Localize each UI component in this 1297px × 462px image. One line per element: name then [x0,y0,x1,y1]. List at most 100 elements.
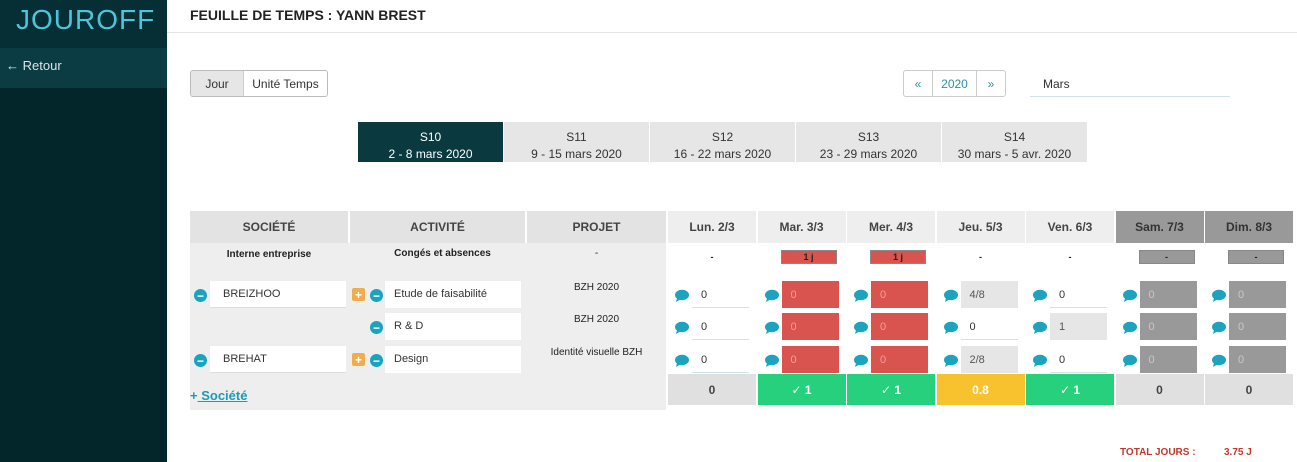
comment-icon[interactable] [1211,321,1227,335]
absence-activity: Congés et absences [394,248,491,259]
absence-day: 1 j [870,250,926,264]
month-select[interactable]: Mars [1030,72,1230,97]
comment-icon[interactable] [1211,354,1227,368]
comment-icon[interactable] [764,289,780,303]
day-input[interactable]: 0 [1050,281,1107,308]
comment-icon[interactable] [674,321,690,335]
day-input[interactable]: 0 [960,313,1018,340]
day-input[interactable]: 0 [1229,346,1286,373]
day-input[interactable]: 0 [1050,346,1107,373]
next-year[interactable]: » [987,76,995,91]
column-header: SOCIÉTÉ [190,211,348,243]
company-input[interactable]: BREIZHOO [210,281,346,308]
day-input[interactable]: 0 [781,313,839,340]
comment-icon[interactable] [853,354,869,368]
week-label: S10 [419,130,442,144]
comment-icon[interactable] [1032,289,1048,303]
week-tab[interactable]: S10 2 - 8 mars 2020 [358,122,503,162]
day-input[interactable]: 0 [692,313,749,340]
activity-input[interactable]: Design [385,346,521,373]
comment-glyph [1122,321,1137,334]
day-input[interactable]: 0 [1139,281,1197,308]
remove-company[interactable]: − [194,354,207,367]
comment-icon[interactable] [764,321,780,335]
total-value: 0 [708,382,716,397]
comment-icon[interactable] [1032,321,1048,335]
day-input[interactable]: 0 [1139,313,1197,340]
week-tab[interactable]: S11 9 - 15 mars 2020 [504,122,649,162]
back-link[interactable]: ← Retour [0,48,167,88]
comment-icon[interactable] [674,289,690,303]
day-input[interactable]: 0 [1139,346,1197,373]
total-value: 0.8 [972,382,989,397]
add-company-label: Société [201,388,248,403]
year: 2020 [933,71,977,96]
comment-glyph [943,289,958,302]
day-input[interactable]: 0 [1229,281,1286,308]
comment-icon[interactable] [764,354,780,368]
toggle-unit[interactable]: Unité Temps [244,71,327,96]
comment-icon[interactable] [943,289,959,303]
week-tab[interactable]: S12 16 - 22 mars 2020 [650,122,795,162]
day-header: Jeu. 5/3 [936,211,1025,243]
absence-project: - [594,248,599,259]
day-input[interactable]: 0 [1229,313,1286,340]
total-value: 1 [804,382,812,397]
week-label: S13 [857,130,880,144]
comment-glyph [854,354,868,367]
day-input[interactable]: 0 [781,346,839,373]
page-title: FEUILLE DE TEMPS : YANN BREST [190,7,426,23]
week-tab[interactable]: S14 30 mars - 5 avr. 2020 [942,122,1087,162]
add-company[interactable]: + Société [190,388,248,403]
view-toggle: Jour Unité Temps [190,70,328,97]
comment-glyph [764,289,779,302]
comment-glyph [675,289,689,302]
day-input[interactable]: 4/8 [960,281,1018,308]
activity-input[interactable]: Etude de faisabilité [385,281,521,308]
comment-icon[interactable] [943,354,959,368]
day-input[interactable]: 1 [1050,313,1107,340]
comment-icon[interactable] [1211,289,1227,303]
remove-company[interactable]: − [194,289,207,302]
absence-day: - [979,252,982,262]
comment-glyph [675,321,689,334]
comment-icon[interactable] [1032,354,1048,368]
column-header: PROJET [527,211,666,243]
remove-activity[interactable]: − [370,354,383,367]
day-input[interactable]: 0 [871,346,928,373]
comment-icon[interactable] [853,289,869,303]
comment-glyph [1122,354,1137,367]
back-label: Retour [22,58,62,73]
comment-icon[interactable] [1122,321,1138,335]
remove-activity[interactable]: − [370,321,383,334]
company-input[interactable]: BREHAT [210,346,346,373]
comment-icon[interactable] [853,321,869,335]
comment-icon[interactable] [674,354,690,368]
add-activity[interactable]: + [352,353,365,366]
day-input[interactable]: 0 [871,281,928,308]
week-tab[interactable]: S13 23 - 29 mars 2020 [796,122,941,162]
week-label: S14 [1003,130,1026,144]
add-activity[interactable]: + [352,288,365,301]
comment-icon[interactable] [1122,354,1138,368]
toggle-day[interactable]: Jour [191,71,244,96]
sidebar: JOUROFF ← Retour [0,0,167,462]
prev-year[interactable]: « [904,71,933,96]
comment-icon[interactable] [1122,289,1138,303]
day-input[interactable]: 0 [871,313,928,340]
activity-input[interactable]: R & D [385,313,521,340]
total-value: 3.75 J [1224,447,1252,458]
week-range: 30 mars - 5 avr. 2020 [957,147,1072,161]
day-input[interactable]: 2/8 [960,346,1018,373]
absence-company: Interne entreprise [226,249,312,260]
comment-icon[interactable] [943,321,959,335]
day-input[interactable]: 0 [692,281,749,308]
day-input[interactable]: 0 [692,346,749,373]
project: Identité visuelle BZH [550,347,643,358]
week-label: S11 [566,130,587,144]
day-total: ✓ 1 [1026,374,1114,405]
comment-glyph [1033,321,1047,334]
remove-activity[interactable]: − [370,289,383,302]
day-input[interactable]: 0 [781,281,839,308]
